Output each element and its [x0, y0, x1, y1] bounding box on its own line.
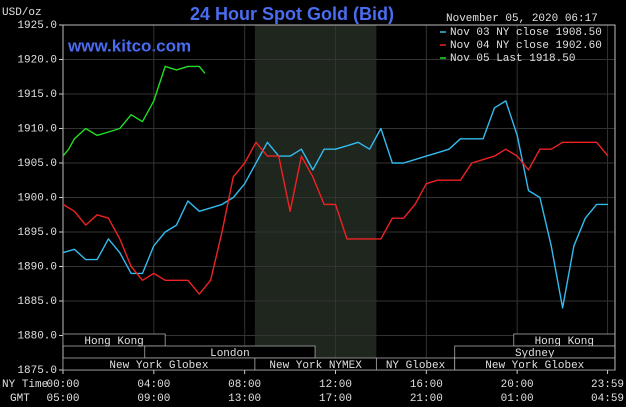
- x2-tick-label: 17:00: [319, 393, 352, 405]
- y-tick-label: 1915.0: [17, 89, 57, 101]
- x-tick-label: 16:00: [410, 379, 443, 391]
- legend-entry: Nov 05 Last 1918.50: [450, 53, 575, 65]
- y-tick-label: 1925.0: [17, 20, 57, 32]
- session-label: Sydney: [515, 348, 555, 360]
- timestamp: November 05, 2020 06:17: [446, 13, 598, 25]
- y-tick-label: 1885.0: [17, 296, 57, 308]
- y-tick-label: 1905.0: [17, 158, 57, 170]
- x-tick-label: 20:00: [501, 379, 534, 391]
- session-label: London: [210, 348, 250, 360]
- x2-tick-label: 09:00: [137, 393, 170, 405]
- x2-tick-label: 01:00: [501, 393, 534, 405]
- session-label: Hong Kong: [84, 336, 143, 348]
- y-label: USD/oz: [2, 7, 42, 19]
- x-tick-label: 08:00: [228, 379, 261, 391]
- y-tick-label: 1910.0: [17, 123, 57, 135]
- x-row-label: NY Time: [2, 379, 48, 391]
- y-tick-label: 1880.0: [17, 330, 57, 342]
- y-tick-label: 1920.0: [17, 54, 57, 66]
- session-label: New York Globex: [485, 360, 584, 372]
- chart-title: 24 Hour Spot Gold (Bid): [190, 4, 394, 24]
- x2-tick-label: 04:59: [591, 393, 624, 405]
- series-line: [62, 100, 608, 309]
- site: www.kitco.com: [67, 36, 191, 55]
- y-tick-label: 1875.0: [17, 365, 57, 377]
- session-label: Hong Kong: [535, 336, 594, 348]
- x-tick-label: 04:00: [137, 379, 170, 391]
- session-label: NY Globex: [386, 360, 446, 372]
- x2-row-label: GMT: [10, 393, 30, 405]
- x-tick-label: 23:59: [591, 379, 624, 391]
- y-tick-label: 1895.0: [17, 227, 57, 239]
- x2-tick-label: 05:00: [46, 393, 79, 405]
- session-box: [62, 333, 166, 347]
- x-tick-label: 12:00: [319, 379, 352, 391]
- session-label: New York NYMEX: [269, 360, 362, 372]
- x2-tick-label: 21:00: [410, 393, 443, 405]
- y-tick-label: 1900.0: [17, 192, 57, 204]
- x-tick-label: 00:00: [46, 379, 79, 391]
- legend-entry: Nov 03 NY close 1908.50: [450, 27, 602, 39]
- y-tick-label: 1890.0: [17, 261, 57, 273]
- session-box: [454, 357, 616, 371]
- series-line: [62, 141, 609, 295]
- legend-entry: Nov 04 NY close 1902.60: [450, 40, 602, 52]
- x2-tick-label: 13:00: [228, 393, 261, 405]
- session-label: New York Globex: [109, 360, 208, 372]
- series-line: [62, 65, 206, 157]
